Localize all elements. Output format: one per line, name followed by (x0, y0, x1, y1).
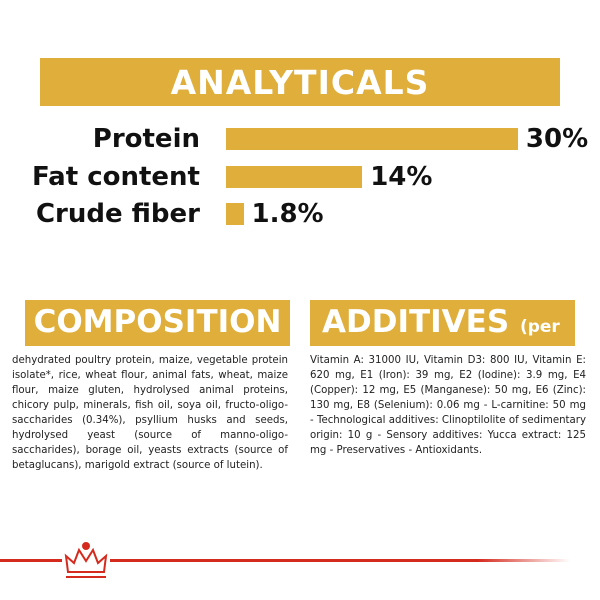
red-line (110, 559, 570, 562)
bar (226, 128, 518, 150)
composition-text: dehydrated poultry protein, maize, veget… (12, 355, 288, 471)
red-line (0, 559, 62, 562)
bar (226, 203, 244, 225)
additives-title: ADDITIVES (322, 304, 510, 340)
additives-banner: ADDITIVES (per kg) (310, 300, 575, 373)
title-banner: ANALYTICALS CONSTITUENTS (40, 58, 560, 141)
value-label: 14% (370, 162, 433, 192)
category-label: Crude fiber (35, 199, 200, 229)
chart-title: ANALYTICALS CONSTITUENTS (151, 63, 449, 141)
composition-banner: COMPOSITION (25, 300, 290, 346)
value-label: 30% (525, 124, 589, 154)
value-label: 1.8% (251, 199, 324, 229)
category-label: Protein (92, 124, 200, 154)
additives-unit: (per kg) (322, 317, 560, 373)
category-label: Fat content (31, 162, 200, 192)
composition-title: COMPOSITION (33, 304, 282, 340)
additives-text: Vitamin A: 31000 IU, Vitamin D3: 800 IU,… (310, 355, 586, 456)
crown-logo (64, 542, 108, 578)
bar (226, 166, 363, 188)
additives-heading: ADDITIVES (per kg) (322, 304, 575, 376)
